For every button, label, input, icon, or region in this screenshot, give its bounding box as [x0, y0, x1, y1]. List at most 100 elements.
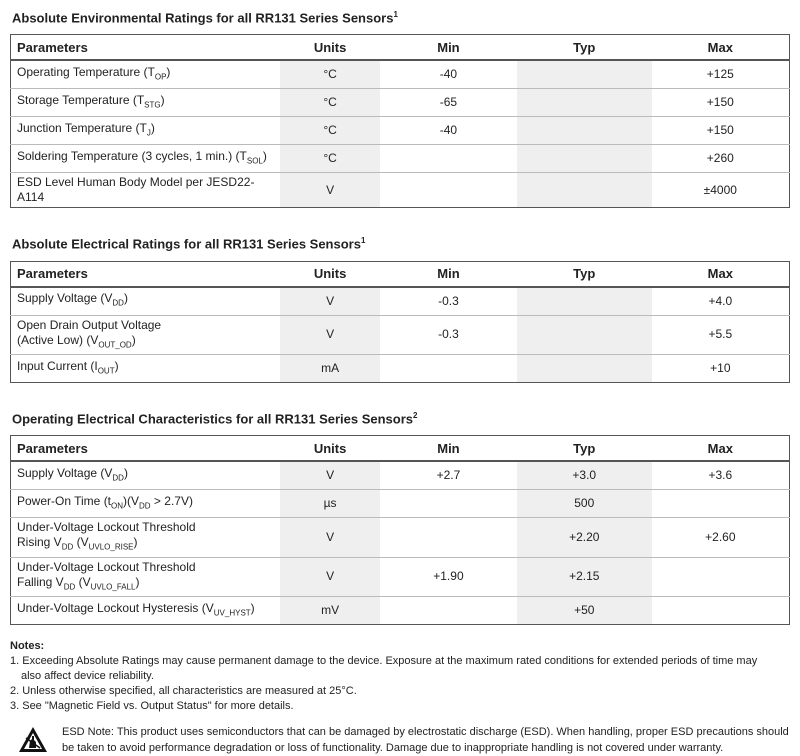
- typ-cell: +3.0: [516, 460, 652, 490]
- table-title: Absolute Environmental Ratings for all R…: [12, 10, 790, 25]
- min-cell: -40: [380, 116, 517, 145]
- units-cell: µs: [280, 489, 381, 518]
- parameter-text: ): [123, 291, 128, 306]
- parameter-text: Power-On Time (t: [17, 494, 112, 509]
- subscript: OUT: [97, 366, 115, 376]
- min-cell: [380, 144, 517, 173]
- max-cell: +150: [651, 88, 790, 117]
- min-value: -40: [439, 67, 458, 82]
- min-cell: [380, 489, 517, 518]
- subscript: SOL: [246, 156, 263, 166]
- typ-cell: +2.15: [516, 556, 652, 597]
- units-cell: °C: [280, 116, 381, 145]
- table-row: Supply Voltage (VDD) V -0.3 +4.0: [10, 286, 790, 316]
- parameter-text: ): [135, 574, 140, 589]
- parameter-cell: Under-Voltage Lockout Hysteresis (VUV_HY…: [10, 596, 281, 625]
- column-header: Parameters: [10, 34, 281, 62]
- typ-cell: [516, 172, 652, 208]
- parameter-cell: Supply Voltage (VDD): [10, 286, 281, 316]
- parameter-text: Operating Temperature (T: [17, 65, 155, 80]
- title-text: Absolute Electrical Ratings for all RR13…: [12, 236, 361, 252]
- subscript: J: [146, 128, 151, 138]
- max-cell: ±4000: [651, 172, 790, 208]
- max-value: +125: [706, 67, 734, 82]
- title-text: Absolute Environmental Ratings for all R…: [12, 10, 394, 26]
- column-header: Units: [280, 261, 381, 288]
- note-item: 1. Exceeding Absolute Ratings may cause …: [10, 655, 758, 683]
- parameter-cell: Under-Voltage Lockout Threshold Falling …: [10, 556, 281, 597]
- typ-cell: 500: [516, 489, 652, 518]
- typ-value: +50: [574, 603, 595, 618]
- esd-icon: [19, 727, 47, 753]
- min-value: -0.3: [438, 327, 459, 342]
- table-row: Soldering Temperature (3 cycles, 1 min.)…: [10, 144, 790, 173]
- typ-cell: [516, 59, 652, 89]
- column-header: Units: [280, 435, 381, 463]
- units-cell: mV: [280, 596, 381, 625]
- max-value: +150: [706, 95, 734, 110]
- typ-cell: [516, 88, 652, 117]
- units-value: V: [326, 327, 335, 342]
- max-cell: +3.6: [651, 460, 790, 490]
- typ-value: +2.15: [569, 569, 600, 584]
- parameter-text: ): [123, 466, 128, 481]
- subscript: ON: [111, 501, 124, 511]
- header-row: Parameters Units Min Typ Max: [10, 261, 790, 288]
- units-cell: V: [280, 556, 381, 597]
- column-header: Min: [380, 435, 517, 463]
- max-cell: [651, 556, 790, 597]
- parameter-text: ): [133, 535, 138, 550]
- max-value: +3.6: [708, 468, 733, 483]
- max-cell: +4.0: [651, 286, 790, 316]
- parameter-text: ): [160, 93, 165, 108]
- notes-heading: Notes:: [10, 640, 45, 653]
- table-row: Junction Temperature (TJ) °C -40 +150: [10, 116, 790, 145]
- column-header: Parameters: [10, 435, 281, 463]
- subscript: STG: [144, 100, 161, 110]
- units-cell: V: [280, 517, 381, 558]
- parameter-cell: ESD Level Human Body Model per JESD22-A1…: [10, 172, 281, 208]
- min-cell: -40: [380, 59, 517, 89]
- typ-cell: +50: [516, 596, 652, 625]
- column-header: Max: [651, 435, 790, 463]
- parameter-text: Under-Voltage Lockout Threshold Rising V: [17, 520, 196, 550]
- subscript: DD: [61, 542, 74, 552]
- typ-cell: +2.20: [516, 517, 652, 558]
- data-table: Parameters Units Min Typ Max Supply Voltage (…: [10, 260, 790, 384]
- max-value: +5.5: [708, 327, 733, 342]
- parameter-cell: Power-On Time (tON)(VDD > 2.7V): [10, 489, 281, 518]
- parameter-cell: Open Drain Output Voltage (Active Low) (…: [10, 314, 281, 355]
- parameter-text: ): [262, 149, 267, 164]
- units-cell: °C: [280, 144, 381, 173]
- max-cell: +10: [651, 354, 790, 383]
- table-row: ESD Level Human Body Model per JESD22-A1…: [10, 172, 790, 208]
- parameter-text: Supply Voltage (V: [17, 466, 113, 481]
- min-cell: [380, 517, 517, 558]
- parameter-cell: Soldering Temperature (3 cycles, 1 min.)…: [10, 144, 281, 173]
- max-cell: +125: [651, 59, 790, 89]
- units-value: mV: [321, 603, 340, 618]
- units-value: V: [326, 182, 335, 197]
- parameter-text: Under-Voltage Lockout Hysteresis (V: [17, 600, 214, 615]
- units-value: V: [326, 569, 335, 584]
- parameter-text: ): [114, 358, 119, 373]
- max-value: +4.0: [708, 293, 733, 308]
- subscript: UVLO_FALL: [90, 582, 136, 592]
- units-value: °C: [323, 123, 337, 138]
- column-header: Min: [380, 261, 517, 288]
- column-header: Typ: [516, 34, 652, 62]
- column-header: Parameters: [10, 261, 281, 288]
- parameter-text: ): [166, 65, 171, 80]
- max-cell: +260: [651, 144, 790, 173]
- parameter-cell: Storage Temperature (TSTG): [10, 88, 281, 117]
- esd-text: ESD Note: This product uses semiconducto…: [62, 726, 789, 755]
- min-value: -40: [439, 123, 458, 138]
- units-value: V: [326, 530, 335, 545]
- parameter-text: ): [131, 332, 136, 347]
- units-value: V: [326, 468, 335, 483]
- parameter-text: Input Current (I: [17, 358, 98, 373]
- max-cell: +2.60: [651, 517, 790, 558]
- max-value: ±4000: [703, 182, 737, 197]
- parameter-text: Storage Temperature (T: [17, 93, 145, 108]
- max-value: +260: [706, 151, 734, 166]
